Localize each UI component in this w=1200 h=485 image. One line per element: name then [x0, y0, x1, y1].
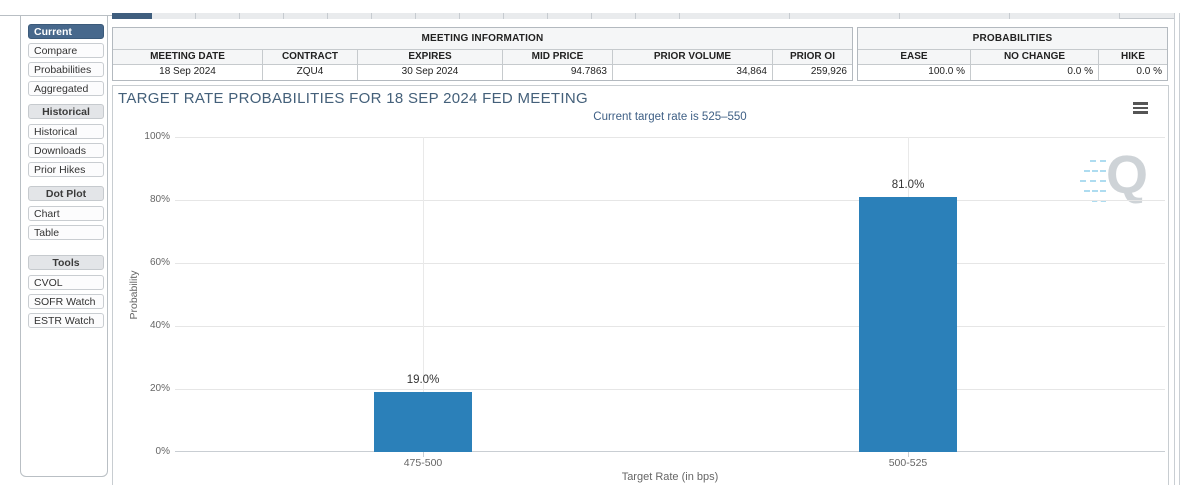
bar-rect[interactable] — [859, 196, 957, 452]
no-change-value: 0.0 % — [971, 65, 1099, 80]
col-hike: HIKE — [1121, 51, 1145, 62]
page-right-border — [1179, 13, 1180, 485]
ease-value: 100.0 % — [858, 65, 971, 80]
meeting-tab[interactable] — [636, 13, 680, 19]
meeting-tab[interactable] — [240, 13, 284, 19]
meeting-tab[interactable] — [680, 13, 790, 19]
meeting-tab[interactable] — [790, 13, 900, 19]
sidebar-item-sofr-watch[interactable]: SOFR Watch — [28, 294, 104, 309]
x-axis-title: Target Rate (in bps) — [621, 471, 719, 483]
col-prior-oi: PRIOR OI — [789, 51, 835, 62]
col-no-change: NO CHANGE — [971, 50, 1099, 64]
watermark-dash — [1092, 200, 1106, 202]
ytick-60: 60% — [149, 257, 170, 268]
bar-475-500[interactable]: 19.0% — [374, 137, 472, 452]
meeting-tab[interactable] — [460, 13, 504, 19]
chart-panel — [112, 85, 1169, 485]
bar-500-525[interactable]: 81.0% — [859, 137, 957, 452]
y-axis-title: Probability — [128, 270, 140, 320]
watermark-dash — [1084, 170, 1106, 172]
xtick-500-525: 500-525 — [888, 457, 928, 469]
meeting-tab[interactable] — [504, 13, 548, 19]
ytick-100: 100% — [144, 131, 170, 142]
x-axis-tick — [908, 452, 909, 457]
meeting-info-table-title: MEETING INFORMATION — [113, 28, 852, 50]
gridline — [175, 137, 1165, 138]
ytick-40: 40% — [149, 320, 170, 331]
meeting-tab[interactable] — [548, 13, 592, 19]
expires-value: 30 Sep 2024 — [358, 65, 503, 80]
sidebar-item-downloads[interactable]: Downloads — [28, 143, 104, 158]
sidebar-item-estr-watch[interactable]: ESTR Watch — [28, 313, 104, 328]
sidebar-section-tools: Tools — [28, 255, 104, 270]
sidebar-item-table[interactable]: Table — [28, 225, 104, 240]
prior-oi-value: 259,926 — [810, 66, 847, 77]
col-ease: EASE — [858, 50, 971, 64]
bar-rect[interactable] — [374, 392, 472, 452]
x-axis-tick — [423, 452, 424, 457]
meeting-tab[interactable] — [284, 13, 328, 19]
meeting-date-value: 18 Sep 2024 — [113, 65, 263, 80]
gridline — [175, 326, 1165, 327]
sidebar-section-dot-plot: Dot Plot — [28, 186, 104, 201]
col-contract: CONTRACT — [263, 50, 358, 64]
meeting-tab[interactable] — [112, 13, 152, 19]
sidebar-item-current[interactable]: Current — [28, 24, 104, 39]
mid-price-value: 94.7863 — [503, 65, 613, 80]
panel-right-border — [1174, 13, 1175, 485]
sidebar-item-chart[interactable]: Chart — [28, 206, 104, 221]
chart-title: TARGET RATE PROBABILITIES FOR 18 SEP 202… — [118, 90, 588, 107]
ytick-80: 80% — [149, 194, 170, 205]
plot-area: 19.0% 81.0% — [175, 137, 1165, 457]
sidebar-item-prior-hikes[interactable]: Prior Hikes — [28, 162, 104, 177]
xtick-475-500: 475-500 — [403, 457, 443, 469]
bar-value-label: 81.0% — [891, 178, 925, 191]
meeting-info-header-row: MEETING DATE CONTRACT EXPIRES MID PRICE … — [113, 50, 852, 65]
watermark-dash — [1090, 160, 1106, 162]
sidebar-item-probabilities[interactable]: Probabilities — [28, 62, 104, 77]
ytick-20: 20% — [149, 383, 170, 394]
watermark-dash — [1080, 180, 1106, 182]
gridline — [423, 137, 424, 452]
gridline — [175, 200, 1165, 201]
meeting-tab[interactable] — [416, 13, 460, 19]
sidebar-section-historical: Historical — [28, 104, 104, 119]
sidebar-item-cvol[interactable]: CVOL — [28, 275, 104, 290]
hike-value: 0.0 % — [1136, 66, 1162, 77]
meeting-tab[interactable] — [1010, 13, 1120, 19]
meeting-info-value-row: 18 Sep 2024 ZQU4 30 Sep 2024 94.7863 34,… — [113, 65, 852, 80]
col-prior-volume: PRIOR VOLUME — [613, 50, 773, 64]
meeting-tab[interactable] — [900, 13, 1010, 19]
x-axis-line — [175, 451, 1165, 452]
quikstrike-logo-watermark: Q — [1106, 145, 1149, 205]
chart-subtitle: Current target rate is 525–550 — [593, 111, 747, 123]
watermark-dash — [1084, 190, 1106, 192]
col-meeting-date: MEETING DATE — [113, 50, 263, 64]
meeting-tab[interactable] — [196, 13, 240, 19]
bar-value-label: 19.0% — [406, 374, 440, 387]
contract-value: ZQU4 — [263, 65, 358, 80]
meeting-tab[interactable] — [152, 13, 196, 19]
meeting-tab[interactable] — [328, 13, 372, 19]
gridline — [175, 263, 1165, 264]
ytick-0: 0% — [155, 446, 170, 457]
sidebar: Current Compare Probabilities Aggregated… — [20, 15, 108, 477]
col-mid-price: MID PRICE — [503, 50, 613, 64]
prior-volume-value: 34,864 — [613, 65, 773, 80]
probabilities-header-row: EASE NO CHANGE HIKE — [858, 50, 1167, 65]
chart-menu-hamburger-icon[interactable] — [1133, 102, 1148, 114]
meeting-tab[interactable] — [372, 13, 416, 19]
col-expires: EXPIRES — [358, 50, 503, 64]
sidebar-item-compare[interactable]: Compare — [28, 43, 104, 58]
sidebar-item-historical[interactable]: Historical — [28, 124, 104, 139]
meeting-info-table: MEETING INFORMATION MEETING DATE CONTRAC… — [112, 27, 853, 81]
meeting-tabs-strip — [112, 13, 1174, 19]
probabilities-table: PROBABILITIES EASE NO CHANGE HIKE 100.0 … — [857, 27, 1168, 81]
probabilities-table-title: PROBABILITIES — [858, 28, 1167, 50]
sidebar-item-aggregated[interactable]: Aggregated — [28, 81, 104, 96]
meeting-tab[interactable] — [592, 13, 636, 19]
probabilities-value-row: 100.0 % 0.0 % 0.0 % — [858, 65, 1167, 80]
gridline — [175, 389, 1165, 390]
